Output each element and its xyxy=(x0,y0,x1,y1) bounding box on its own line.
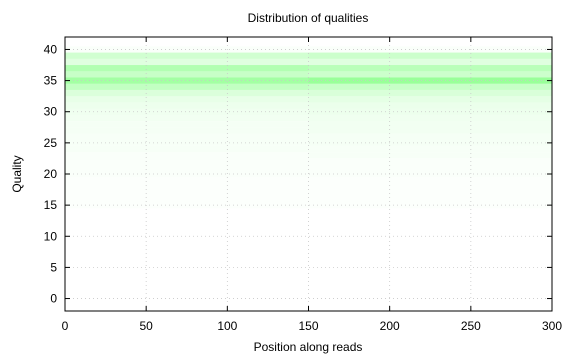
y-tick-label: 40 xyxy=(44,42,58,56)
heat-cell-seg1-q32 xyxy=(308,96,552,103)
heat-cell-seg0-q26 xyxy=(65,134,309,140)
heat-cell-seg1-q25 xyxy=(308,139,552,146)
heat-cell-seg0-q22 xyxy=(65,158,309,164)
heat-cell-seg0-q34 xyxy=(65,83,309,90)
tick-label-layer: 0 50 100 150 200 250 300 0 5 10 15 20 25 30 35 40 xyxy=(44,42,563,333)
heat-cell-seg1-q17 xyxy=(309,190,553,196)
y-tick-label: 15 xyxy=(44,198,58,212)
heat-cell-seg1-q23 xyxy=(309,152,553,158)
heat-cell-seg1-q36 xyxy=(308,71,552,78)
heat-cell-seg1-q19 xyxy=(309,177,553,183)
heat-cell-seg1-q21 xyxy=(309,165,553,171)
heat-cell-seg1-q33 xyxy=(308,89,552,97)
heat-cell-seg0-q31 xyxy=(65,102,309,109)
heat-cell-seg0-q35 xyxy=(65,77,309,84)
heat-cell-seg0-q32 xyxy=(65,96,309,103)
heat-cell-seg0-q29 xyxy=(65,114,309,122)
heat-cell-seg0-q39 xyxy=(65,52,309,59)
y-tick-label: 20 xyxy=(44,167,58,181)
heat-cell-seg1-q24 xyxy=(309,146,553,152)
heat-cell-seg0-q19 xyxy=(65,177,309,183)
x-tick-label: 50 xyxy=(139,319,153,333)
x-tick-label: 200 xyxy=(380,319,400,333)
tick-layer xyxy=(64,37,553,311)
heat-cell-seg1-q27 xyxy=(308,127,552,134)
y-tick-label: 35 xyxy=(44,74,58,88)
x-tick-label: 150 xyxy=(298,319,318,333)
heat-cell-seg1-q30 xyxy=(308,108,552,115)
grid-layer xyxy=(65,37,552,311)
heat-cell-seg0-q33 xyxy=(65,89,309,97)
heat-cell-seg0-q28 xyxy=(65,121,309,128)
x-axis-title: Position along reads xyxy=(254,340,363,354)
heat-cell-seg1-q31 xyxy=(308,102,552,109)
heatmap-layer xyxy=(65,52,553,202)
heat-cell-seg0-q23 xyxy=(65,152,309,158)
y-axis-title: Quality xyxy=(10,155,24,192)
heat-cell-seg1-q18 xyxy=(309,183,553,189)
heat-cell-seg1-q28 xyxy=(308,121,552,128)
heat-cell-seg1-q39 xyxy=(308,52,552,59)
heat-cell-seg0-q27 xyxy=(65,127,309,134)
y-tick-label: 25 xyxy=(44,136,58,150)
heat-cell-seg1-q26 xyxy=(308,133,552,140)
heat-cell-seg1-q16 xyxy=(309,196,553,202)
heat-cell-seg1-q38 xyxy=(308,58,552,66)
y-tick-label: 5 xyxy=(50,260,57,274)
heat-cell-seg0-q16 xyxy=(65,196,309,202)
heat-cell-seg0-q37 xyxy=(65,65,309,72)
heat-cell-seg0-q21 xyxy=(65,165,309,171)
heat-cell-seg1-q29 xyxy=(308,114,552,122)
heat-cell-seg1-q22 xyxy=(309,158,553,164)
x-tick-label: 250 xyxy=(461,319,481,333)
y-tick-label: 0 xyxy=(50,292,57,306)
y-tick-label: 10 xyxy=(44,229,58,243)
heat-cell-seg0-q18 xyxy=(65,183,309,189)
heat-cell-seg0-q38 xyxy=(65,58,309,66)
heat-cell-seg0-q30 xyxy=(65,108,309,115)
x-tick-label: 100 xyxy=(217,319,237,333)
heat-cell-seg0-q17 xyxy=(65,190,309,196)
x-tick-label: 300 xyxy=(542,319,562,333)
x-tick-label: 0 xyxy=(62,319,69,333)
chart-title: Distribution of qualities xyxy=(248,11,369,25)
heat-cell-seg0-q24 xyxy=(65,146,309,152)
heat-cell-seg0-q36 xyxy=(65,71,309,78)
heat-cell-seg1-q35 xyxy=(308,77,552,84)
heat-cell-seg1-q37 xyxy=(308,65,552,72)
y-tick-label: 30 xyxy=(44,105,58,119)
heat-cell-seg1-q34 xyxy=(308,83,552,90)
